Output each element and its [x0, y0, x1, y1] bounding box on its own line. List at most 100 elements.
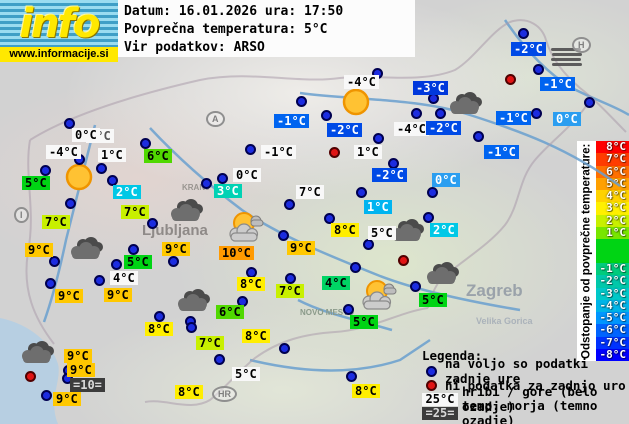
blue-station-dot: [186, 322, 197, 333]
blue-station-dot: [217, 173, 228, 184]
red-station-dot: [398, 255, 409, 266]
blue-station-dot: [65, 198, 76, 209]
cloud-icon: [174, 288, 214, 318]
temp-label: 9°C: [64, 349, 92, 363]
source-line: Vir podatkov: ARSO: [124, 40, 265, 55]
city-label: Zagreb: [466, 281, 523, 300]
cloud-icon: [167, 198, 207, 228]
scale-band: -2°C: [596, 274, 629, 288]
scale-band: [596, 239, 629, 263]
blue-station-dot: [584, 97, 595, 108]
temp-label: 5°C: [22, 176, 50, 190]
blue-station-dot: [356, 187, 367, 198]
scale-band: -7°C: [596, 336, 629, 349]
temp-label: -1°C: [261, 145, 296, 159]
scale-band: -1°C: [596, 262, 629, 276]
blue-station-dot: [363, 239, 374, 250]
legend-item-text: ni podatka za zadnjo uro: [445, 377, 626, 393]
blue-station-dot: [411, 108, 422, 119]
info-logo-text: info: [0, 0, 118, 47]
scale-band: 8°C: [596, 140, 629, 154]
temp-label: 7°C: [196, 336, 224, 350]
site-url[interactable]: www.informacije.si: [0, 47, 118, 62]
blue-station-dot: [296, 96, 307, 107]
blue-station-dot: [128, 244, 139, 255]
blue-station-dot: [284, 199, 295, 210]
blue-station-dot: [518, 28, 529, 39]
cloud-icon: [388, 218, 428, 248]
temp-label: 6°C: [216, 305, 244, 319]
blue-station-dot: [279, 343, 290, 354]
site-logo[interactable]: info www.informacije.si: [0, 0, 118, 62]
cloud-icon: [446, 91, 486, 121]
legend-item-text: hribi / gore (belo ozadje): [462, 384, 598, 414]
blue-station-dot: [147, 218, 158, 229]
blue-station-dot: [140, 138, 151, 149]
blue-station-dot: [473, 131, 484, 142]
temp-label: 10°C: [219, 246, 254, 260]
sea-label-sample: =25=: [422, 406, 458, 420]
blue-station-dot: [423, 212, 434, 223]
temp-label: 9°C: [53, 392, 81, 406]
scale-band: -5°C: [596, 311, 629, 325]
blue-station-dot: [94, 275, 105, 286]
blue-station-dot: [533, 64, 544, 75]
temp-label: -2°C: [426, 121, 461, 135]
blue-station-dot: [41, 390, 52, 401]
avg-temp-line: Povprečna temperatura: 5°C: [124, 22, 328, 37]
temp-label: 0°C: [72, 128, 100, 142]
legend-item: 25°C hribi / gore (belo ozadje): [422, 384, 629, 414]
temp-label: 0°C: [432, 173, 460, 187]
scale-band: -6°C: [596, 323, 629, 337]
blue-station-dot: [350, 262, 361, 273]
red-station-dot: [505, 74, 516, 85]
city-label: NOVO MESTO: [300, 308, 355, 317]
scale-band: 2°C: [596, 214, 629, 227]
date-line: Datum: 16.01.2026 ura: 17:50: [124, 4, 344, 19]
temp-label: 8°C: [237, 277, 265, 291]
temp-label: 5°C: [124, 255, 152, 269]
legend-item-text: na voljo so podatki zadnje ure: [445, 356, 588, 386]
blue-station-dot: [40, 165, 51, 176]
blue-station-dot: [245, 144, 256, 155]
mountain-label-sample: 25°C: [422, 392, 458, 406]
scale-band: 3°C: [596, 201, 629, 215]
legend-item: ni podatka za zadnjo uro: [422, 377, 629, 393]
temp-label: -4°C: [46, 145, 81, 159]
red-station-dot: [329, 147, 340, 158]
country-sign-h: H: [572, 37, 591, 53]
blue-station-dot: [427, 187, 438, 198]
blue-station-dot: [168, 256, 179, 267]
blue-station-dot: [107, 175, 118, 186]
city-label: Velika Gorica: [476, 316, 533, 326]
temp-label: -4°C: [344, 75, 379, 89]
blue-station-dot: [154, 311, 165, 322]
blue-station-dot: [214, 354, 225, 365]
temp-label: 1°C: [98, 148, 126, 162]
scale-bands: 8°C 7°C 6°C 5°C 4°C 3°C 2°C 1°C -1°C -2°C -3°C -4°C…: [596, 140, 629, 361]
temp-label: 3°C: [214, 184, 242, 198]
temp-label: 2°C: [430, 223, 458, 237]
legend-item-text: temp. morja (temno ozadje): [462, 398, 598, 424]
temp-label: 1°C: [354, 145, 382, 159]
cloud-icon: [67, 236, 107, 266]
sun-icon: [341, 87, 371, 121]
city-label: KRANJ: [182, 183, 210, 192]
temp-label: 7°C: [276, 284, 304, 298]
temp-label: 9°C: [55, 289, 83, 303]
scale-band: -3°C: [596, 287, 629, 300]
legend-title: Legenda:: [422, 348, 483, 363]
temp-label: 9°C: [25, 243, 53, 257]
blue-station-dot: [45, 278, 56, 289]
temp-label: 8°C: [242, 329, 270, 343]
temp-label: 7°C: [42, 215, 70, 229]
city-label: Ljubljana: [142, 222, 208, 239]
scale-band: 1°C: [596, 226, 629, 239]
temp-label: 6°C: [144, 149, 172, 163]
temp-label: 4°C: [110, 271, 138, 285]
temp-label: -1°C: [496, 111, 531, 125]
temp-label: 5°C: [232, 367, 260, 381]
temp-label: 1°C: [364, 200, 392, 214]
